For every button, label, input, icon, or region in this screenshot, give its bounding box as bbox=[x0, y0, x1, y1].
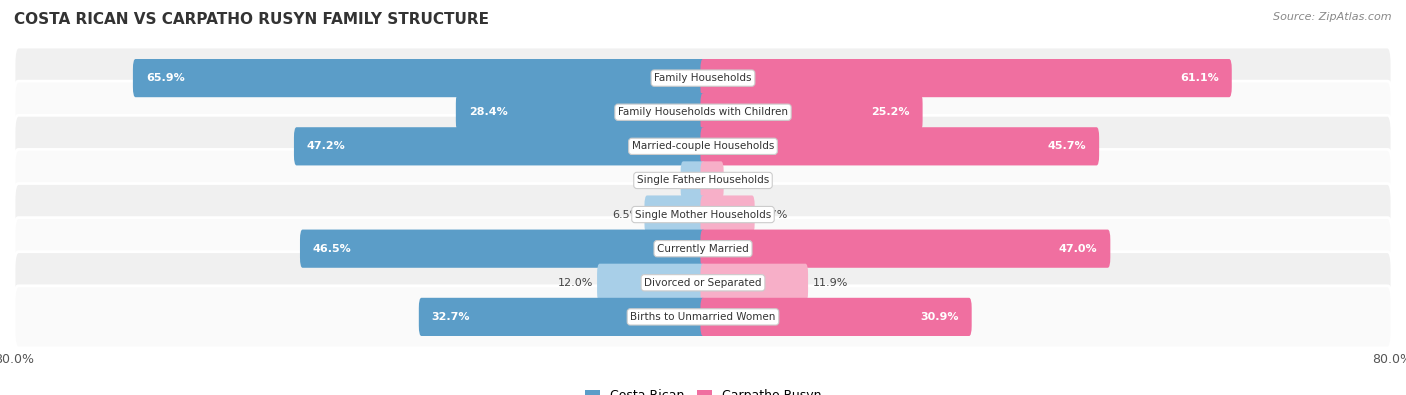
FancyBboxPatch shape bbox=[14, 286, 1392, 348]
Text: 47.0%: 47.0% bbox=[1059, 244, 1098, 254]
FancyBboxPatch shape bbox=[294, 127, 706, 166]
FancyBboxPatch shape bbox=[134, 59, 706, 97]
Text: Married-couple Households: Married-couple Households bbox=[631, 141, 775, 151]
FancyBboxPatch shape bbox=[644, 196, 706, 234]
Text: Currently Married: Currently Married bbox=[657, 244, 749, 254]
FancyBboxPatch shape bbox=[299, 229, 706, 268]
FancyBboxPatch shape bbox=[700, 161, 724, 199]
FancyBboxPatch shape bbox=[700, 93, 922, 131]
FancyBboxPatch shape bbox=[14, 252, 1392, 314]
FancyBboxPatch shape bbox=[14, 47, 1392, 109]
FancyBboxPatch shape bbox=[700, 229, 1111, 268]
Text: 25.2%: 25.2% bbox=[872, 107, 910, 117]
FancyBboxPatch shape bbox=[14, 184, 1392, 246]
Text: 61.1%: 61.1% bbox=[1180, 73, 1219, 83]
Text: 5.7%: 5.7% bbox=[759, 210, 787, 220]
FancyBboxPatch shape bbox=[700, 264, 808, 302]
Text: Births to Unmarried Women: Births to Unmarried Women bbox=[630, 312, 776, 322]
Text: Divorced or Separated: Divorced or Separated bbox=[644, 278, 762, 288]
Text: 6.5%: 6.5% bbox=[612, 210, 640, 220]
Text: 47.2%: 47.2% bbox=[307, 141, 346, 151]
FancyBboxPatch shape bbox=[14, 218, 1392, 280]
FancyBboxPatch shape bbox=[598, 264, 706, 302]
FancyBboxPatch shape bbox=[700, 127, 1099, 166]
Text: 46.5%: 46.5% bbox=[314, 244, 352, 254]
Text: 32.7%: 32.7% bbox=[432, 312, 470, 322]
FancyBboxPatch shape bbox=[700, 298, 972, 336]
FancyBboxPatch shape bbox=[700, 59, 1232, 97]
Text: 2.1%: 2.1% bbox=[728, 175, 756, 185]
FancyBboxPatch shape bbox=[14, 149, 1392, 211]
FancyBboxPatch shape bbox=[14, 81, 1392, 143]
Text: 28.4%: 28.4% bbox=[468, 107, 508, 117]
Text: Family Households: Family Households bbox=[654, 73, 752, 83]
Text: Source: ZipAtlas.com: Source: ZipAtlas.com bbox=[1274, 12, 1392, 22]
Text: 30.9%: 30.9% bbox=[921, 312, 959, 322]
Legend: Costa Rican, Carpatho Rusyn: Costa Rican, Carpatho Rusyn bbox=[579, 384, 827, 395]
Text: COSTA RICAN VS CARPATHO RUSYN FAMILY STRUCTURE: COSTA RICAN VS CARPATHO RUSYN FAMILY STR… bbox=[14, 12, 489, 27]
Text: Single Father Households: Single Father Households bbox=[637, 175, 769, 185]
FancyBboxPatch shape bbox=[419, 298, 706, 336]
Text: 65.9%: 65.9% bbox=[146, 73, 184, 83]
Text: Single Mother Households: Single Mother Households bbox=[636, 210, 770, 220]
Text: 11.9%: 11.9% bbox=[813, 278, 848, 288]
FancyBboxPatch shape bbox=[700, 196, 755, 234]
Text: Family Households with Children: Family Households with Children bbox=[619, 107, 787, 117]
Text: 12.0%: 12.0% bbox=[557, 278, 593, 288]
Text: 2.3%: 2.3% bbox=[648, 175, 676, 185]
FancyBboxPatch shape bbox=[14, 115, 1392, 177]
Text: 45.7%: 45.7% bbox=[1047, 141, 1087, 151]
FancyBboxPatch shape bbox=[456, 93, 706, 131]
FancyBboxPatch shape bbox=[681, 161, 706, 199]
